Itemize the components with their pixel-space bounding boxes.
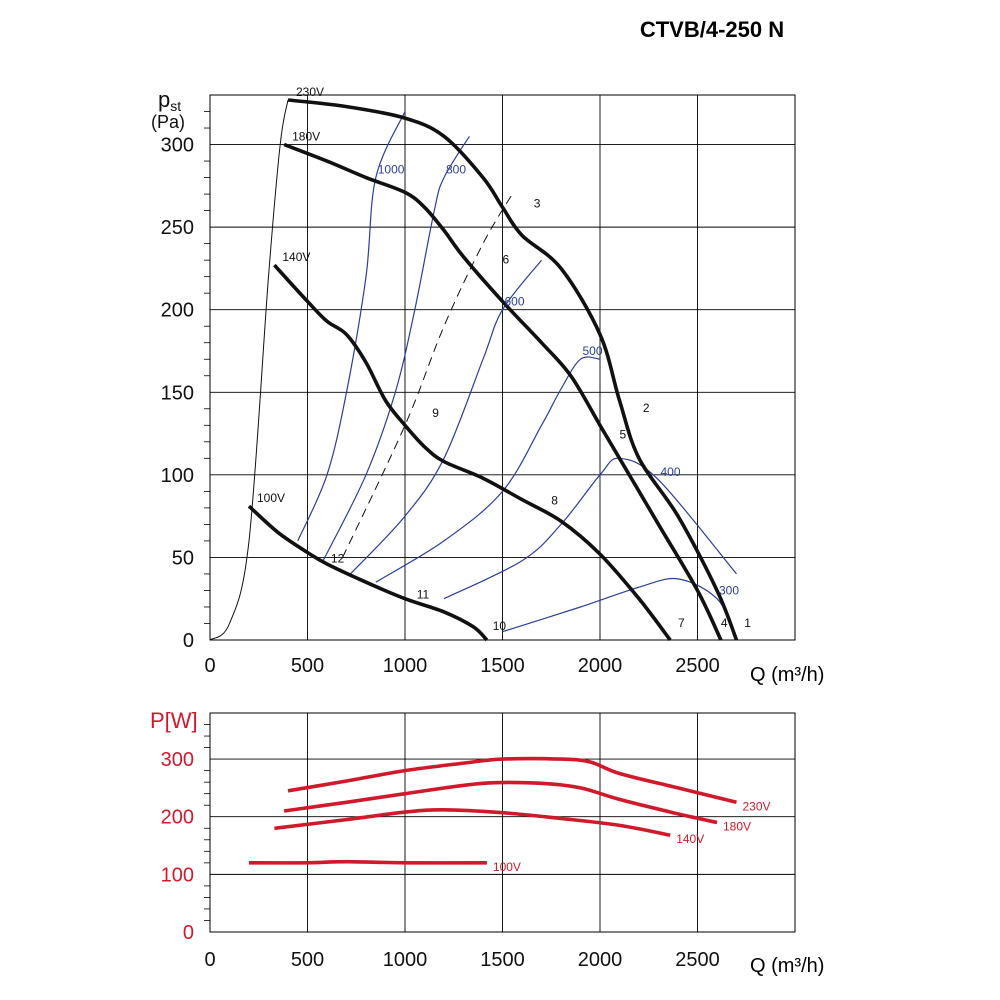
system-curve-1-4-7-10 <box>209 99 289 641</box>
power-grid <box>204 712 796 933</box>
pressure-curve-labels: 1000 800600500400300230V180V140V100V12345… <box>257 85 751 633</box>
pressure-y-tick-label: 150 <box>161 382 194 404</box>
efficiency-curve-label: 800 <box>446 163 466 177</box>
system-curve-3-6-9-12 <box>342 193 513 558</box>
pressure-curve-100V <box>247 504 489 642</box>
pressure-y-tick-label: 0 <box>183 630 194 652</box>
efficiency-curve-label: 600 <box>505 295 525 309</box>
pressure-curve-label: 230V <box>296 85 324 99</box>
operating-point-label: 3 <box>534 196 541 210</box>
pressure-y-tick-label: 50 <box>172 547 194 569</box>
power-axis-ticks: 0 500 1000 1500 2000 2500 0 100 200 300 <box>161 749 720 971</box>
power-y-tick-label: 200 <box>161 807 194 829</box>
power-curves: 230V 180V 140V 100V <box>248 756 771 874</box>
pressure-y-tick-label: 250 <box>161 217 194 239</box>
pressure-axis-label: pst <box>158 87 181 114</box>
efficiency-curve-600 <box>349 259 542 575</box>
power-y-tick-label: 300 <box>161 749 194 771</box>
efficiency-curve-label: 1000 <box>378 163 405 177</box>
operating-point-label: 6 <box>503 252 510 266</box>
pressure-x-tick-label: 0 <box>204 655 215 677</box>
pressure-y-tick-label: 200 <box>161 300 194 322</box>
power-curve-140V <box>274 807 671 837</box>
power-curve-100V <box>248 859 487 865</box>
power-x-tick-label: 2500 <box>675 949 720 971</box>
pressure-x-tick-label: 1500 <box>480 655 525 677</box>
pressure-y-tick-label: 100 <box>161 465 194 487</box>
efficiency-curve-label: 300 <box>719 584 739 598</box>
pressure-grid <box>204 94 796 641</box>
efficiency-curve-1000 <box>297 111 406 542</box>
pressure-curve-230V <box>287 98 739 641</box>
efficiency-curve-400 <box>443 457 737 600</box>
operating-point-label: 8 <box>551 494 558 508</box>
operating-point-label: 11 <box>417 588 430 602</box>
pressure-axis-unit: (Pa) <box>151 112 185 132</box>
operating-point-label: 5 <box>620 428 627 442</box>
power-curve-230V <box>287 756 737 805</box>
power-y-tick-label: 0 <box>183 922 194 944</box>
operating-point-label: 2 <box>643 401 650 415</box>
power-y-tick-label: 100 <box>161 864 194 886</box>
bottom-x-axis-label: Q (m³/h) <box>750 955 824 977</box>
pressure-curve-label: 100V <box>257 491 285 505</box>
efficiency-curve-800 <box>322 135 470 561</box>
power-curve-label: 100V <box>493 860 521 874</box>
top-x-axis-label: Q (m³/h) <box>750 664 824 686</box>
power-curve-label: 230V <box>743 799 771 813</box>
efficiency-curve-label: 400 <box>661 465 681 479</box>
pressure-curves <box>209 98 739 642</box>
power-x-tick-label: 2000 <box>578 949 623 971</box>
pressure-curve-180V <box>283 142 723 641</box>
operating-point-label: 1 <box>744 616 751 630</box>
pressure-y-tick-label: 300 <box>161 135 194 157</box>
pressure-x-tick-label: 1000 <box>383 655 428 677</box>
power-x-tick-label: 500 <box>291 949 324 971</box>
operating-point-label: 12 <box>331 551 345 565</box>
power-curve-label: 180V <box>723 820 751 834</box>
power-axis-label: P[W] <box>150 708 198 733</box>
operating-point-label: 10 <box>493 619 507 633</box>
pressure-x-tick-label: 500 <box>291 655 324 677</box>
power-curve-180V <box>283 780 718 825</box>
pressure-x-tick-label: 2500 <box>675 655 720 677</box>
pressure-curve-label: 140V <box>282 250 310 264</box>
power-x-tick-label: 1000 <box>383 949 428 971</box>
pressure-curve-140V <box>273 263 672 642</box>
pressure-x-tick-label: 2000 <box>578 655 623 677</box>
chart-title: CTVB/4-250 N <box>640 17 784 42</box>
efficiency-curve-500 <box>375 356 601 583</box>
power-x-tick-label: 1500 <box>480 949 525 971</box>
power-x-tick-label: 0 <box>204 949 215 971</box>
pressure-curve-label: 180V <box>292 130 320 144</box>
operating-point-label: 4 <box>721 616 728 630</box>
efficiency-curve-label: 500 <box>583 344 603 358</box>
operating-point-label: 9 <box>432 406 439 420</box>
efficiency-curve-300 <box>502 577 738 637</box>
power-curve-label: 140V <box>676 832 704 846</box>
operating-point-label: 7 <box>678 616 685 630</box>
